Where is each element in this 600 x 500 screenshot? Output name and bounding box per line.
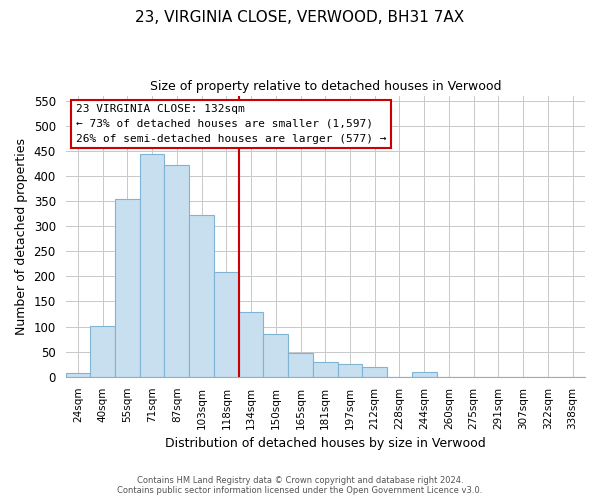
Bar (115, 199, 140, 377)
Bar (288, 352, 313, 377)
Bar (239, 312, 263, 377)
Text: Contains HM Land Registry data © Crown copyright and database right 2024.
Contai: Contains HM Land Registry data © Crown c… (118, 476, 482, 495)
Text: 23, VIRGINIA CLOSE, VERWOOD, BH31 7AX: 23, VIRGINIA CLOSE, VERWOOD, BH31 7AX (136, 10, 464, 25)
Bar (214, 272, 239, 377)
Bar (338, 364, 362, 377)
Bar (412, 372, 437, 377)
Text: 23 VIRGINIA CLOSE: 132sqm
← 73% of detached houses are smaller (1,597)
26% of se: 23 VIRGINIA CLOSE: 132sqm ← 73% of detac… (76, 104, 386, 144)
Bar (362, 367, 387, 377)
Bar (263, 334, 288, 377)
Title: Size of property relative to detached houses in Verwood: Size of property relative to detached ho… (149, 80, 501, 93)
Bar (65, 374, 90, 377)
Bar (189, 214, 214, 377)
Y-axis label: Number of detached properties: Number of detached properties (15, 138, 28, 334)
Bar (164, 166, 189, 377)
Bar (90, 326, 115, 377)
X-axis label: Distribution of detached houses by size in Verwood: Distribution of detached houses by size … (165, 437, 485, 450)
Bar (140, 154, 164, 377)
Bar (313, 362, 338, 377)
